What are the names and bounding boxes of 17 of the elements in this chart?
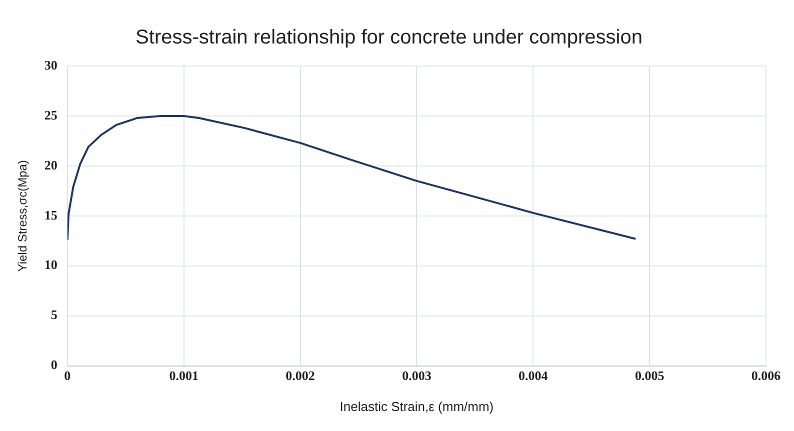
x-tick-label: 0.004 [518,368,548,383]
y-tick-label: 15 [44,207,58,222]
x-tick-label: 0.001 [169,368,198,383]
y-tick-label: 20 [44,157,58,172]
y-tick-label: 25 [44,107,58,122]
x-tick-label: 0.002 [286,368,315,383]
x-tick-label: 0.006 [751,368,782,383]
y-tick-label: 0 [50,357,58,372]
chart-title: Stress-strain relationship for concrete under compression [136,26,642,49]
x-axis-title: Inelastic Strain,ε (mm/mm) [340,398,494,414]
x-tick-label: 0.005 [634,368,665,383]
y-tick-label: 30 [44,57,58,72]
x-tick-label: 0.003 [402,368,432,383]
x-tick-label: 0 [64,368,71,383]
y-tick-label: 5 [50,307,58,322]
y-tick-label: 10 [44,257,58,272]
y-axis-title: Yield Stress,σc(Mpa) [16,160,30,272]
